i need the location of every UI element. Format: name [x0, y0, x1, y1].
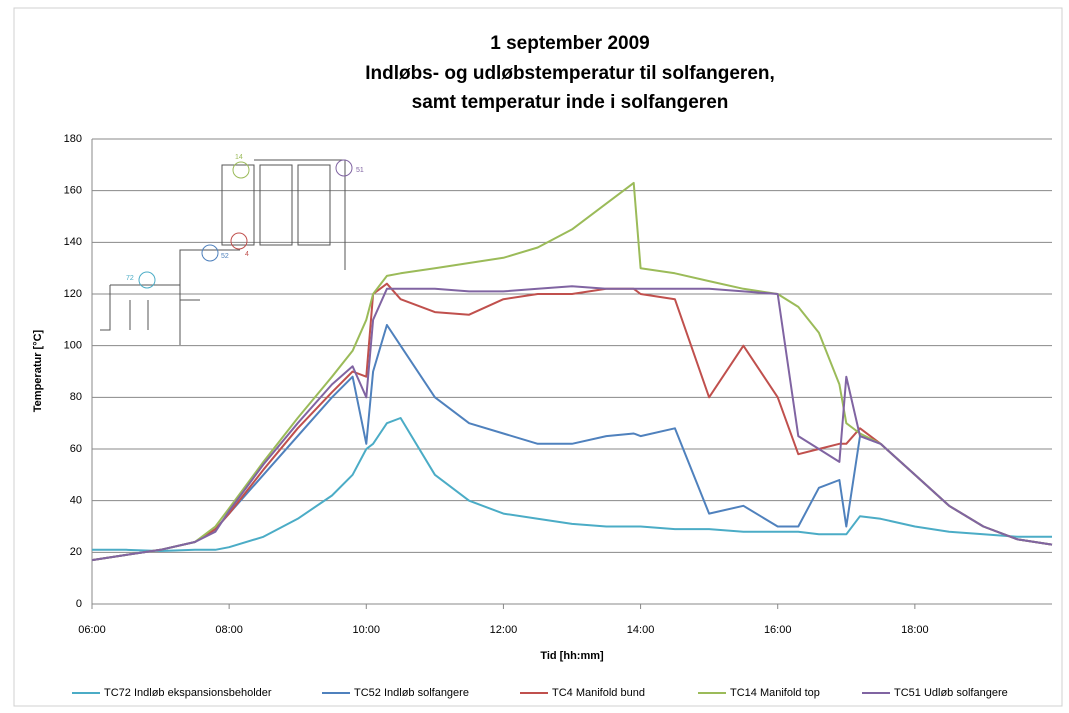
y-tick-label: 60 — [70, 443, 82, 455]
x-axis-title: Tid [hh:mm] — [540, 650, 604, 662]
collector — [259, 164, 293, 246]
sensor — [230, 232, 248, 250]
collector — [297, 164, 331, 246]
y-tick-label: 160 — [64, 185, 82, 197]
sensor — [232, 161, 250, 179]
y-tick-label: 20 — [70, 546, 82, 558]
schematic-inset — [100, 159, 353, 345]
legend-label: TC14 Manifold top — [730, 687, 820, 699]
annotation: 4 — [245, 251, 249, 258]
annotation: 51 — [356, 167, 364, 174]
chart-frame — [13, 7, 1063, 707]
x-tick-label: 08:00 — [215, 624, 243, 636]
y-axis-title: Temperatur [°C] — [32, 329, 44, 412]
y-tick-label: 40 — [70, 495, 82, 507]
legend-label: TC51 Udløb solfangere — [894, 687, 1008, 699]
annotation: 72 — [126, 275, 134, 282]
y-tick-label: 180 — [64, 133, 82, 145]
x-tick-label: 10:00 — [353, 624, 381, 636]
legend-label: TC72 Indløb ekspansionsbeholder — [104, 687, 272, 699]
series-line — [91, 282, 1053, 562]
y-tick-label: 120 — [64, 288, 82, 300]
collector — [221, 164, 255, 246]
sensor — [335, 159, 353, 177]
x-tick-label: 16:00 — [764, 624, 792, 636]
y-tick-label: 0 — [76, 598, 82, 610]
sensor — [201, 244, 219, 262]
annotation: 52 — [221, 253, 229, 260]
legend-label: TC52 Indløb solfangere — [354, 687, 469, 699]
y-tick-label: 100 — [64, 340, 82, 352]
chart-title: samt temperatur inde i solfangeren — [412, 92, 729, 113]
legend-label: TC4 Manifold bund — [552, 687, 645, 699]
y-tick-label: 80 — [70, 391, 82, 403]
x-tick-label: 12:00 — [490, 624, 518, 636]
chart-title: 1 september 2009 — [490, 33, 650, 54]
y-tick-label: 140 — [64, 236, 82, 248]
x-tick-label: 14:00 — [627, 624, 655, 636]
sensor — [138, 271, 156, 289]
annotation: 14 — [235, 154, 243, 161]
series-line — [92, 417, 1052, 552]
x-tick-label: 06:00 — [78, 624, 106, 636]
chart-title: Indløbs- og udløbstemperatur til solfang… — [365, 63, 775, 84]
series-line — [91, 285, 1053, 562]
x-tick-label: 18:00 — [901, 624, 929, 636]
